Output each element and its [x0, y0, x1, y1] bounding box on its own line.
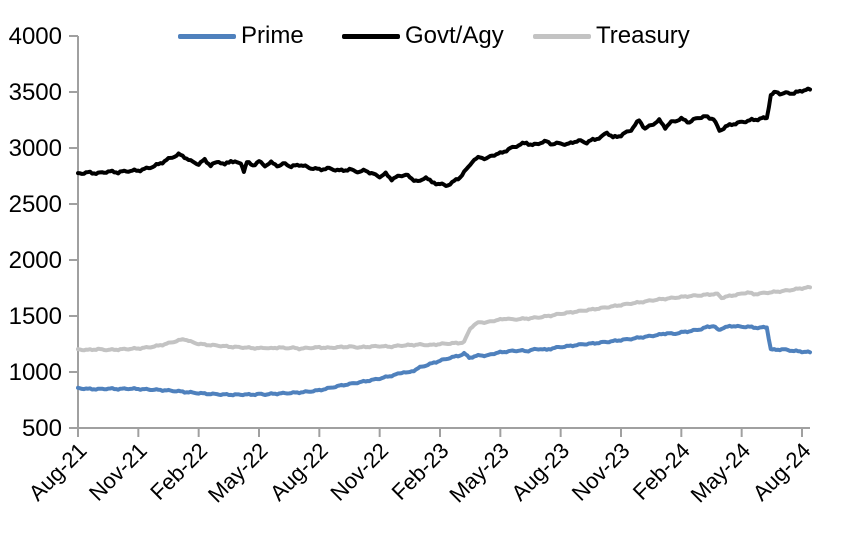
x-axis-label: Feb-23 [387, 438, 454, 505]
y-axis-label: 500 [22, 415, 62, 442]
chart-legend: Prime Govt/Agy Treasury [0, 0, 852, 56]
y-axis-label: 1500 [9, 303, 62, 330]
x-axis-label: Aug-22 [265, 438, 333, 506]
y-axis-label: 3000 [9, 135, 62, 162]
legend-label-treasury: Treasury [596, 22, 690, 49]
legend-label-prime: Prime [241, 22, 304, 49]
y-axis-label: 4000 [9, 23, 62, 50]
x-axis-label: Feb-24 [628, 438, 695, 505]
series-line-govt-agy [76, 86, 812, 188]
x-axis-label: Aug-23 [506, 438, 574, 506]
axis-lines [77, 36, 810, 429]
x-axis-label: Nov-22 [325, 438, 393, 506]
legend-label-govt-agy: Govt/Agy [405, 22, 504, 49]
x-axis-label: Nov-23 [567, 438, 635, 506]
x-axis-label: Nov-21 [84, 438, 152, 506]
legend-item-treasury: Treasury [533, 22, 690, 50]
y-axis-label: 2500 [9, 191, 62, 218]
x-axis-label: Aug-21 [24, 438, 92, 506]
y-axis-label: 3500 [9, 79, 62, 106]
y-axis-label: 2000 [9, 247, 62, 274]
x-axis-label: May-22 [203, 438, 273, 508]
legend-item-prime: Prime [178, 22, 304, 50]
treasury-line-swatch [533, 33, 591, 39]
series-line-prime [76, 323, 812, 398]
legend-item-govt-agy: Govt/Agy [342, 22, 504, 50]
y-axis-label: 1000 [9, 359, 62, 386]
x-axis-label: May-23 [444, 438, 514, 508]
govt-agy-line-swatch [342, 33, 400, 39]
series-line-treasury [76, 284, 812, 353]
x-axis-label: Feb-22 [145, 438, 212, 505]
x-axis-label: Aug-24 [748, 438, 816, 506]
prime-line-swatch [178, 33, 236, 39]
x-axis-label: May-24 [686, 438, 756, 508]
